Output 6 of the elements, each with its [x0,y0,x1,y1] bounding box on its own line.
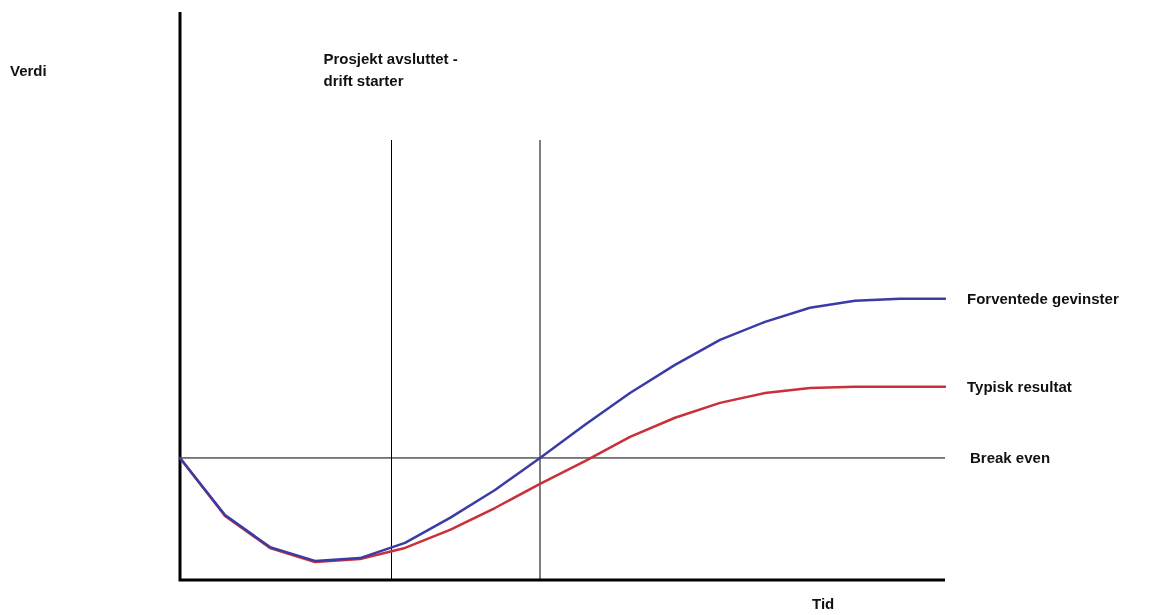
ref-line-label: Break even [970,448,1051,466]
series-label: Typisk resultat [967,377,1072,395]
text: Verdi [10,62,47,79]
text: Prosjekt avsluttet - drift starter [323,50,458,89]
series-label: Forventede gevinster [967,289,1119,307]
x-axis-title: Tid [812,595,835,612]
